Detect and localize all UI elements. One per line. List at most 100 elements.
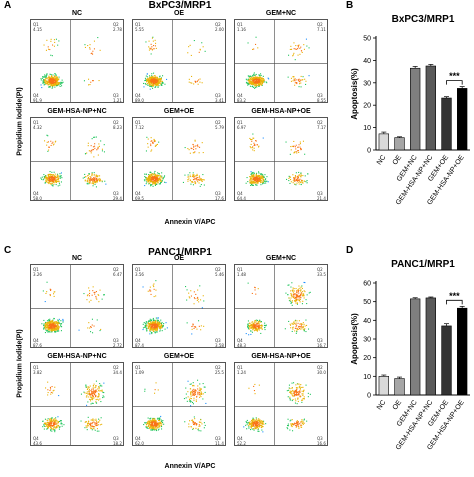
bar: [378, 133, 389, 151]
flow-cytometry-plot: Q1 3.82 Q2 34.4 Q4 43.6 Q3 18.2: [30, 362, 124, 446]
quadrant-label: Q3: [317, 436, 323, 441]
quadrant-label: Q1: [135, 365, 141, 370]
bar: [394, 378, 405, 396]
quadrant-value: 7.17: [317, 125, 326, 130]
quadrant-value: 3.56: [135, 272, 144, 277]
quadrant-label: Q3: [113, 436, 119, 441]
bar: [457, 88, 468, 151]
quadrant-label: Q4: [33, 93, 39, 98]
quadrant-label: Q4: [135, 93, 141, 98]
quadrant-value: 62.0: [135, 441, 144, 446]
quadrant-label: Q3: [215, 93, 221, 98]
quadrant-value: 1.48: [237, 272, 246, 277]
quadrant-label: Q4: [135, 191, 141, 196]
flow-plot-title: GEM+NC: [265, 10, 297, 17]
flow-cytometry-plot: Q1 1.48 Q2 33.5 Q4 48.3 Q3 16.7: [234, 264, 328, 348]
y-tick-label: 0: [367, 393, 371, 400]
flow-cytometry-plot: Q1 5.55 Q2 2.00 Q4 89.0 Q3 3.41: [132, 19, 226, 103]
quadrant-value: 87.4: [135, 343, 144, 348]
quadrant-value: 1.24: [237, 370, 246, 375]
quadrant-value: 3.58: [215, 343, 224, 348]
quadrant-label: Q3: [215, 338, 221, 343]
chart-title: BxPC3/MRP1: [392, 14, 455, 25]
quadrant-value: 34.4: [113, 370, 122, 375]
quadrant-value: 1.16: [237, 27, 246, 32]
bar: [410, 67, 421, 151]
flow-plot-title: GEM-HSA-NP+NC: [47, 108, 107, 115]
quadrant-value: 7.11: [317, 27, 326, 32]
quadrant-value: 4.32: [33, 125, 42, 130]
quadrant-label: Q3: [317, 338, 323, 343]
quadrant-value: 17.6: [215, 196, 224, 201]
quadrant-value: 3.82: [33, 370, 42, 375]
quadrant-value: 5.55: [135, 27, 144, 32]
quadrant-label: Q1: [33, 22, 39, 27]
quadrant-label: Q4: [33, 191, 39, 196]
y-tick-label: 50: [363, 36, 371, 43]
bar: [425, 65, 436, 151]
panel-c-ylabel: Propidium Iodide(PI): [16, 329, 24, 398]
flow-cytometry-plot: Q1 3.56 Q2 5.46 Q4 87.4 Q3 3.58: [132, 264, 226, 348]
y-tick-label: 40: [363, 318, 371, 325]
x-tick-label: NC: [376, 154, 388, 166]
quadrant-value: 83.2: [237, 98, 246, 103]
quadrant-label: Q4: [237, 436, 243, 441]
significance-bracket: [446, 299, 463, 305]
bar: [441, 97, 452, 151]
flow-cytometry-plot: Q1 1.24 Q2 30.0 Q4 52.2 Q3 16.6: [234, 362, 328, 446]
quadrant-value: 29.4: [113, 196, 122, 201]
quadrant-value: 6.47: [113, 272, 122, 277]
significance-label: ***: [449, 71, 460, 81]
y-tick-label: 30: [363, 80, 371, 87]
bar: [410, 298, 421, 396]
quadrant-value: 2.78: [113, 27, 122, 32]
flow-plot-title: GEM+OE: [163, 353, 195, 360]
bar: [378, 376, 389, 396]
quadrant-value: 5.46: [215, 272, 224, 277]
panel-d-letter: D: [346, 245, 354, 256]
x-tick-label: NC: [376, 399, 388, 411]
y-axis-label: Apoptosis(%): [350, 68, 359, 120]
quadrant-value: 91.9: [33, 98, 42, 103]
quadrant-value: 43.6: [33, 441, 42, 446]
panel-a-xlabel: Annexin V/APC: [164, 219, 216, 226]
quadrant-label: Q2: [215, 267, 221, 272]
quadrant-value: 25.5: [215, 370, 224, 375]
quadrant-label: Q1: [135, 120, 141, 125]
quadrant-label: Q2: [317, 365, 323, 370]
flow-cytometry-plot: Q1 1.09 Q2 25.5 Q4 62.0 Q3 11.4: [132, 362, 226, 446]
flow-plot-title: NC: [71, 10, 83, 17]
quadrant-value: 52.2: [237, 441, 246, 446]
chart-title: PANC1/MRP1: [391, 259, 455, 270]
quadrant-value: 2.72: [113, 343, 122, 348]
flow-cytometry-plot: Q1 1.16 Q2 7.11 Q4 83.2 Q3 8.55: [234, 19, 328, 103]
quadrant-label: Q4: [135, 436, 141, 441]
quadrant-label: Q4: [237, 93, 243, 98]
quadrant-label: Q3: [317, 191, 323, 196]
quadrant-label: Q1: [33, 120, 39, 125]
quadrant-value: 7.12: [135, 125, 144, 130]
quadrant-label: Q2: [215, 120, 221, 125]
quadrant-value: 1.09: [135, 370, 144, 375]
quadrant-label: Q1: [33, 365, 39, 370]
quadrant-label: Q2: [317, 267, 323, 272]
panel-c-title: PANC1/MRP1: [148, 247, 212, 258]
panel-c-xlabel: Annexin V/APC: [164, 463, 216, 470]
y-tick-label: 50: [363, 299, 371, 306]
quadrant-value: 3.26: [33, 272, 42, 277]
quadrant-label: Q4: [135, 338, 141, 343]
quadrant-value: 8.23: [113, 125, 122, 130]
quadrant-label: Q4: [237, 191, 243, 196]
flow-plot-title: GEM-HSA-NP+NC: [47, 353, 107, 360]
x-tick-label: OE: [392, 154, 404, 167]
quadrant-label: Q1: [237, 120, 243, 125]
flow-plot-title: GEM+OE: [163, 108, 195, 115]
quadrant-value: 48.3: [237, 343, 246, 348]
quadrant-label: Q2: [113, 365, 119, 370]
quadrant-value: 8.55: [317, 98, 326, 103]
flow-plot-title: OE: [173, 10, 185, 17]
flow-plot-title: GEM+NC: [265, 255, 297, 262]
quadrant-label: Q2: [317, 120, 323, 125]
quadrant-label: Q3: [113, 338, 119, 343]
